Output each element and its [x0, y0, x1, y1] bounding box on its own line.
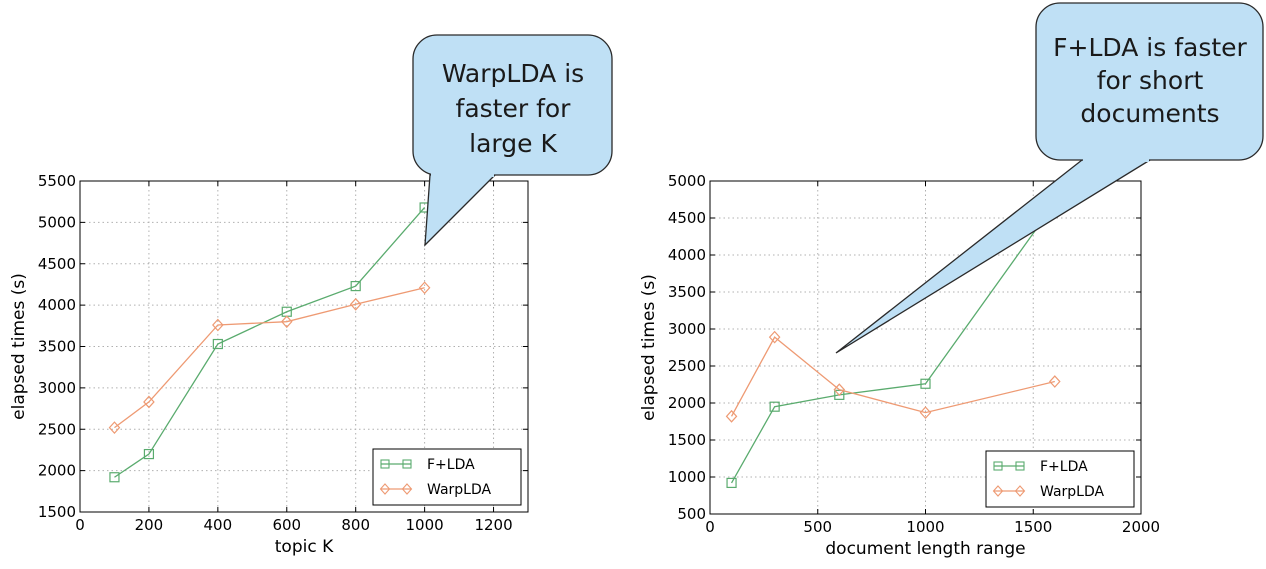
x-tick-label: 1000: [906, 518, 944, 536]
x-tick-label: 600: [272, 516, 301, 534]
callout-seam: [431, 172, 494, 177]
y-tick-label: 3500: [38, 338, 76, 356]
legend-box: [372, 448, 522, 506]
data-point-f-lda: [350, 280, 361, 292]
data-point-warplda: [108, 421, 121, 434]
legend-marker-f-lda: [1015, 461, 1025, 471]
x-tick-label: 2000: [1122, 518, 1160, 536]
data-point-warplda: [1048, 375, 1061, 388]
x-axis-label: topic K: [275, 537, 334, 557]
y-tick-label: 3000: [668, 320, 706, 338]
data-point-warplda: [725, 409, 738, 423]
legend-label-f-lda: F+LDA: [1040, 459, 1088, 475]
legend-marker-f-lda: [993, 461, 1003, 471]
y-tick-label: 2500: [668, 357, 706, 375]
y-tick-label: 1500: [668, 431, 706, 449]
y-tick-label: 5000: [38, 213, 76, 231]
legend-box: [985, 450, 1135, 508]
data-point-f-lda: [143, 448, 155, 460]
callout-box: [1035, 2, 1264, 161]
legend-marker-f-lda: [380, 459, 390, 469]
x-tick-label: 1500: [1014, 518, 1052, 536]
callout-box: [412, 34, 613, 176]
callout-bubble-0: WarpLDA is faster for large K: [412, 34, 613, 247]
x-tick-label: 200: [135, 516, 164, 534]
legend-marker-warplda: [1014, 485, 1026, 497]
callouts: WarpLDA is faster for large K F+LDA is fast…: [412, 2, 1264, 354]
data-point-f-lda: [212, 338, 223, 350]
y-tick-label: 4000: [38, 296, 76, 314]
x-tick-label: 500: [803, 518, 832, 536]
y-tick-label: 500: [677, 505, 706, 523]
x-tick-label: 800: [341, 516, 370, 534]
callout-pointer: [424, 174, 497, 247]
chart-topic-k: 0 200 400 600 800 1000 1200 1500 2000 2500 3000 350…: [9, 172, 529, 557]
legend: F+LDA WarpLDA: [985, 450, 1135, 508]
y-tick-label: 1000: [668, 468, 706, 486]
data-point-warplda: [418, 281, 431, 295]
data-point-f-lda: [769, 401, 780, 412]
y-axis-label: elapsed times (s): [9, 273, 29, 420]
data-point-f-lda: [109, 472, 120, 483]
x-tick-label: 1200: [474, 516, 512, 534]
y-tick-label: 2000: [668, 394, 706, 412]
data-point-warplda: [919, 406, 932, 420]
callout-pointer: [835, 159, 1153, 354]
callout-seam: [1083, 157, 1149, 162]
callout-text-line: WarpLDA is: [442, 59, 584, 88]
data-point-warplda: [143, 395, 155, 409]
legend-marker-warplda: [401, 483, 413, 495]
y-tick-label: 5500: [38, 172, 76, 190]
series-line-warplda: [730, 336, 1055, 417]
x-tick-label: 0: [705, 518, 715, 536]
data-point-warplda: [768, 330, 781, 344]
callout-text-line: F+LDA is faster: [1053, 33, 1247, 62]
series-line-warplda: [114, 287, 425, 429]
x-axis-label: document length range: [825, 539, 1025, 559]
y-tick-label: 4500: [38, 255, 76, 273]
data-point-warplda: [833, 383, 846, 397]
y-axis-label: elapsed times (s): [639, 274, 659, 421]
y-tick-label: 3000: [38, 379, 76, 397]
x-tick-label: 0: [75, 516, 85, 534]
data-point-warplda: [280, 315, 293, 329]
callout-text-line: faster for: [456, 94, 572, 123]
chart-document-length: 0 500 1000 1500 2000500100015002000250030003…: [639, 172, 1160, 559]
legend-label-f-lda: F+LDA: [427, 457, 475, 473]
data-point-f-lda: [920, 378, 931, 389]
y-tick-label: 4500: [668, 209, 706, 227]
legend: F+LDA WarpLDA: [372, 448, 522, 506]
callout-text-line: for short: [1097, 66, 1204, 95]
data-point-warplda: [349, 297, 362, 311]
y-tick-label: 1500: [38, 503, 76, 521]
legend-label-warplda: WarpLDA: [427, 482, 492, 498]
callout-text-line: large K: [469, 129, 557, 158]
legend-marker-warplda: [992, 485, 1004, 497]
data-point-f-lda: [726, 477, 737, 489]
data-point-f-lda: [834, 389, 845, 400]
y-tick-label: 3500: [668, 283, 706, 301]
y-tick-label: 5000: [668, 172, 706, 190]
series-line-f-lda: [114, 207, 426, 478]
y-tick-label: 4000: [668, 246, 706, 264]
x-tick-label: 1000: [406, 516, 444, 534]
legend-marker-f-lda: [402, 459, 412, 469]
data-point-warplda: [212, 318, 224, 332]
y-tick-label: 2000: [38, 462, 76, 480]
y-tick-label: 2500: [38, 420, 76, 438]
callout-bubble-1: F+LDA is faster for short documents: [835, 2, 1264, 354]
legend-label-warplda: WarpLDA: [1040, 484, 1105, 500]
x-tick-label: 400: [204, 516, 233, 534]
legend-marker-warplda: [379, 483, 391, 495]
callout-text-line: documents: [1080, 99, 1219, 128]
